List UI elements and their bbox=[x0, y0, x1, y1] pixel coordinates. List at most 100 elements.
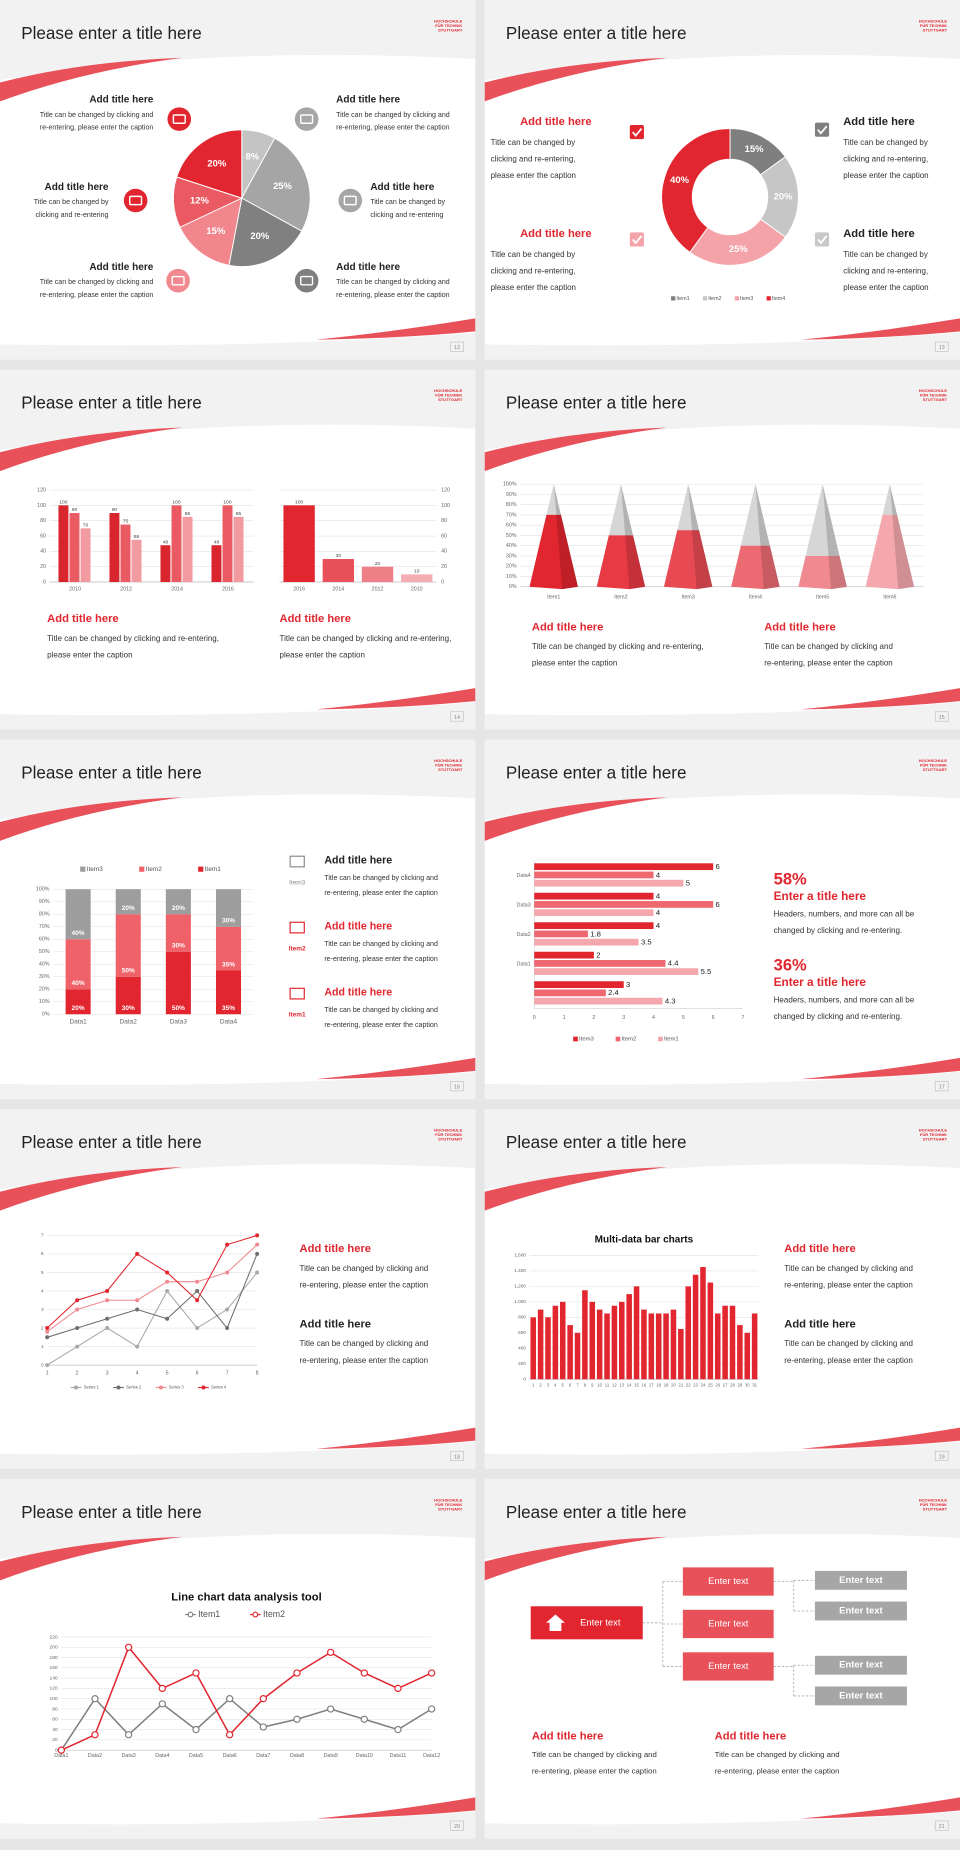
block-text: Title can be changed by clicking and re-… bbox=[532, 642, 704, 651]
x-tick-label: 24 bbox=[701, 1382, 706, 1387]
accent-swoosh bbox=[800, 1797, 960, 1819]
y-tick-label: 120 bbox=[50, 1686, 58, 1692]
block-title: Add title here bbox=[784, 1243, 855, 1255]
x-tick-label: 5 bbox=[682, 1015, 685, 1021]
connector bbox=[642, 1579, 815, 1697]
point bbox=[195, 1298, 200, 1303]
legend-label: Series 2 bbox=[126, 1385, 142, 1390]
y-tick-label: 20 bbox=[52, 1737, 58, 1743]
y-tick-label: 0% bbox=[509, 584, 517, 590]
x-tick-label: 2 bbox=[539, 1382, 542, 1387]
logo-text: FÜR TECHNIK bbox=[435, 393, 462, 398]
page-number: 16 bbox=[454, 1085, 460, 1091]
block-text: re-entering, please enter the caption bbox=[300, 1356, 429, 1365]
point bbox=[75, 1344, 80, 1349]
block-title: Add title here bbox=[520, 116, 591, 128]
value-label: 6 bbox=[716, 900, 720, 909]
x-tick-label: Data9 bbox=[324, 1753, 338, 1759]
stat-figure: 58% bbox=[774, 871, 807, 889]
x-tick-label: 3 bbox=[547, 1382, 550, 1387]
accent-swoosh bbox=[484, 427, 668, 472]
y-tick-label: Data1 bbox=[517, 962, 531, 968]
block-title: Add title here bbox=[300, 1243, 371, 1255]
leaf-node bbox=[814, 1686, 907, 1706]
pie-slice bbox=[661, 128, 731, 253]
point bbox=[326, 1648, 335, 1657]
y-tick-label: 80 bbox=[441, 518, 447, 524]
legend-swatch bbox=[702, 296, 708, 301]
bar bbox=[626, 1294, 632, 1380]
slide-title: Please enter a title here bbox=[21, 1503, 202, 1522]
value-label: 20% bbox=[122, 905, 135, 912]
y-tick-label: 60 bbox=[52, 1717, 58, 1723]
icon-glyph bbox=[171, 275, 185, 286]
block-text: please enter the caption bbox=[491, 171, 576, 180]
x-tick-label: 2 bbox=[592, 1015, 595, 1021]
logo-text: HOCHSCHULE bbox=[434, 388, 463, 393]
bar bbox=[552, 1305, 559, 1380]
node-label: Enter text bbox=[839, 1689, 883, 1700]
x-tick-label: 3 bbox=[622, 1015, 625, 1021]
slide-panel bbox=[0, 1533, 476, 1825]
bar bbox=[663, 1313, 669, 1380]
value-label: 100 bbox=[295, 500, 303, 506]
logo-text: STUTTGART bbox=[438, 767, 463, 772]
point bbox=[125, 1731, 133, 1739]
block-title: Add title here bbox=[89, 95, 153, 106]
page-number: 19 bbox=[939, 1454, 945, 1460]
x-tick-label: 2014 bbox=[171, 586, 183, 592]
x-tick-label: 14 bbox=[627, 1382, 632, 1387]
x-tick-label: Data8 bbox=[290, 1753, 304, 1759]
value-label: 20% bbox=[172, 905, 185, 912]
y-tick-label: 3 bbox=[41, 1307, 44, 1313]
x-tick-label: 6 bbox=[196, 1371, 199, 1377]
block-text: Title can be changed by bbox=[843, 250, 928, 259]
bar bbox=[729, 1305, 736, 1380]
point bbox=[427, 1705, 436, 1713]
point bbox=[135, 1298, 140, 1303]
x-tick-label: 1 bbox=[532, 1382, 535, 1387]
node-label: Enter text bbox=[708, 1660, 749, 1671]
y-tick-label: 60% bbox=[39, 937, 50, 943]
value-label: 40% bbox=[72, 980, 85, 987]
x-tick-label: Item6 bbox=[883, 595, 896, 601]
legend-swatch bbox=[615, 1036, 621, 1042]
x-tick-label: 7 bbox=[742, 1015, 745, 1021]
logo-text: FÜR TECHNIK bbox=[920, 393, 947, 398]
stat-text: Headers, numbers, and more can all be bbox=[774, 909, 915, 918]
slice-label: 40% bbox=[670, 174, 689, 185]
x-tick-label: 30 bbox=[745, 1382, 750, 1387]
series-line bbox=[46, 1234, 258, 1329]
icon-glyph bbox=[300, 275, 314, 286]
icon-glyph bbox=[300, 114, 314, 124]
slide-title: Please enter a title here bbox=[506, 394, 687, 413]
icon bbox=[166, 268, 190, 293]
value-label: 4.3 bbox=[665, 996, 676, 1005]
bar bbox=[160, 545, 171, 583]
page-number: 15 bbox=[939, 715, 945, 721]
legend-label: Series 1 bbox=[84, 1385, 100, 1390]
pyramid-fill bbox=[731, 545, 780, 590]
y-tick-label: 20% bbox=[39, 987, 50, 993]
point bbox=[293, 1715, 301, 1723]
y-tick-label: 80% bbox=[506, 502, 517, 508]
value-label: 30 bbox=[336, 553, 342, 559]
point bbox=[195, 1326, 200, 1331]
checkbox-tick bbox=[632, 127, 643, 138]
legend-label: Item2 bbox=[708, 296, 721, 302]
y-tick-label: 10% bbox=[39, 999, 50, 1005]
value-label: 1.8 bbox=[590, 929, 601, 938]
bar bbox=[567, 1325, 573, 1380]
stat-text: changed by clicking and re-entering. bbox=[774, 1012, 903, 1021]
page-number-box bbox=[934, 1820, 949, 1831]
legend-swatch bbox=[252, 1611, 259, 1618]
x-tick-label: Data11 bbox=[390, 1753, 407, 1759]
y-tick-label: 100% bbox=[36, 887, 50, 893]
bar bbox=[685, 1286, 691, 1380]
accent-swoosh bbox=[0, 1166, 183, 1211]
bar bbox=[233, 516, 244, 583]
accent-swoosh bbox=[316, 318, 476, 340]
